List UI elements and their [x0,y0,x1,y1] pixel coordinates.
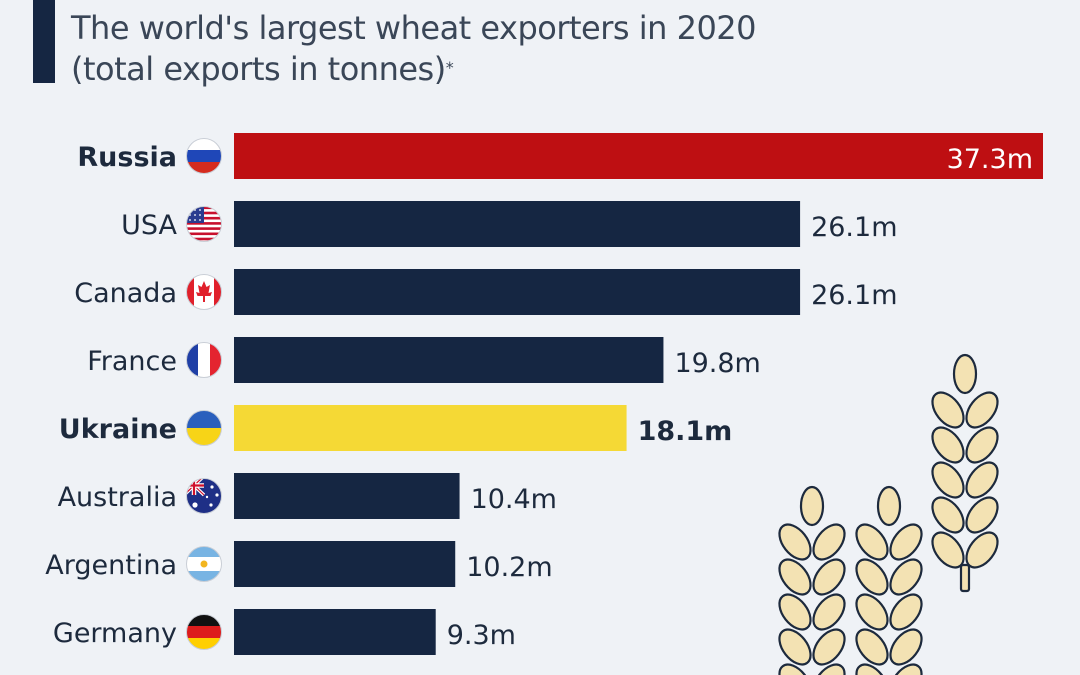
category-label: France [87,346,177,377]
bar [234,133,1043,179]
bar [234,269,801,315]
bar-row-australia: Australia 10.4m [58,473,557,519]
wheat-stalk-left [778,485,846,675]
argentina-flag-icon [186,546,222,582]
value-label: 37.3m [947,144,1033,175]
title-line-2: (total exports in tonnes)* [71,49,1051,90]
bar [234,473,460,519]
bar-row-germany: Germany 9.3m [53,609,516,655]
australia-flag-icon [186,478,222,514]
title-accent-bar [33,0,55,83]
bar-row-canada: Canada 26.1m [74,269,898,315]
bar [234,337,664,383]
category-label: Germany [53,618,177,649]
value-label: 10.4m [471,484,557,515]
value-label: 19.8m [674,348,760,379]
wheat-stalks-icon [778,353,999,675]
category-label: USA [121,210,177,241]
category-label: Russia [77,142,177,173]
category-label: Ukraine [59,414,177,445]
value-label: 9.3m [447,620,516,651]
usa-flag-icon [186,206,222,242]
title-line-1: The world's largest wheat exporters in 2… [71,9,757,47]
bar [234,201,801,247]
chart-title: The world's largest wheat exporters in 2… [71,8,1051,90]
bar [234,405,627,451]
bar-row-argentina: Argentina 10.2m [45,541,553,587]
category-label: Argentina [45,550,177,581]
france-flag-icon [186,342,222,378]
bar-row-ukraine: Ukraine 18.1m [59,405,733,451]
russia-flag-icon [186,138,222,174]
bar-row-usa: USA 26.1m [121,201,898,247]
bar-row-france: France 19.8m [87,337,761,383]
value-label: 18.1m [638,416,733,447]
footnote-marker: * [445,58,454,77]
value-label: 26.1m [811,280,897,311]
value-label: 10.2m [466,552,552,583]
value-label: 26.1m [811,212,897,243]
bars-group: Russia 37.3m USA 26.1m Canada 26.1m France 19.8… [45,133,1043,655]
bar [234,609,436,655]
wheat-stalk-middle [855,485,923,675]
canada-flag-icon [186,274,222,310]
ukraine-flag-icon [186,410,222,446]
bar-row-russia: Russia 37.3m [77,133,1043,179]
bar [234,541,456,587]
category-label: Australia [58,482,177,513]
wheat-stalk-right [931,353,999,593]
germany-flag-icon [186,614,222,650]
subtitle-text: (total exports in tonnes) [71,50,446,88]
category-label: Canada [74,278,177,309]
